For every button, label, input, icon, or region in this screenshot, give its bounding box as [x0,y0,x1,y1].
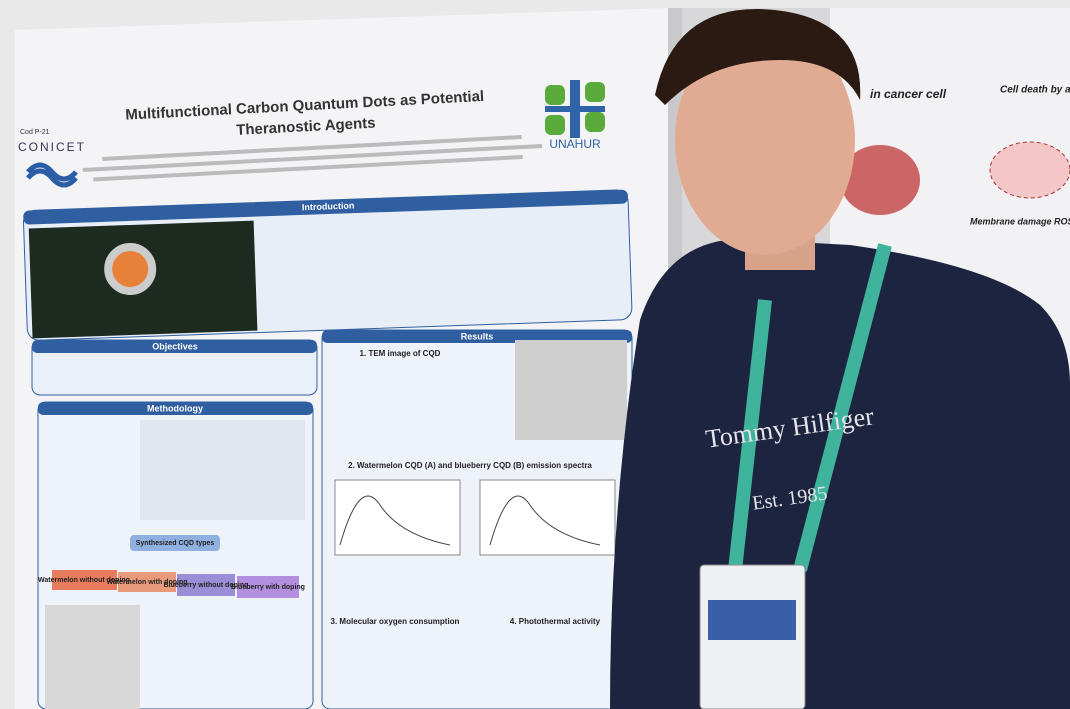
poster-code: Cod P-21 [20,129,50,136]
cqd-types-box [130,535,220,551]
result-heading: 1. TEM image of CQD [360,349,441,358]
setup-photo [45,605,140,709]
lanyard [728,243,892,572]
cqd-box [237,576,299,598]
badge-header [708,600,796,640]
intro-dot [104,242,157,295]
result-heading: 4. Photothermal activity [510,617,601,626]
cqd-types-title: Synthesized CQD types [136,540,215,547]
affiliations [82,143,543,173]
authors [102,135,522,161]
result-heading: 2. Watermelon CQD (A) and blueberry CQD … [348,461,592,470]
cell-illustration [840,145,920,215]
logo-left: CONICET [18,140,86,154]
cqd-type: Blueberry without doping [164,582,249,589]
result-heading: 3. Molecular oxygen consumption [331,617,460,626]
right-poster-text: Membrane damage ROS [970,216,1070,226]
section-header [38,402,313,415]
section-title: Results [461,331,494,341]
cqd-type: Watermelon with doping [106,579,187,586]
cqd-type: Blueberry with doping [231,584,305,591]
section-header [32,340,317,353]
cqd-box [118,572,176,592]
section-header [23,189,629,225]
t-shirt [610,239,1070,709]
section-title: Methodology [147,403,203,413]
face [675,25,855,255]
intro-text [263,209,622,323]
section-header [322,330,632,343]
cell-illustration [989,141,1070,199]
section-title: Objectives [152,341,198,351]
spectrum-curves [339,495,601,546]
section-title: Introduction [302,200,355,212]
methodology-diagram [140,420,305,520]
affiliations [93,154,523,182]
tem-image [515,340,627,440]
right-poster-text: Cell death by apoptosis [1000,85,1070,96]
spectrum-b [479,479,616,556]
cqd-box [177,574,235,596]
logo-right: UNAHUR [549,137,601,151]
cqd-type: Watermelon without doping [38,577,130,584]
logo-icon [26,162,78,188]
hair [655,9,861,105]
cqd-box [52,570,117,590]
spectrum-a [334,479,461,556]
logo-right-icon [545,80,605,138]
right-poster-text: in cancer cell [870,87,947,101]
